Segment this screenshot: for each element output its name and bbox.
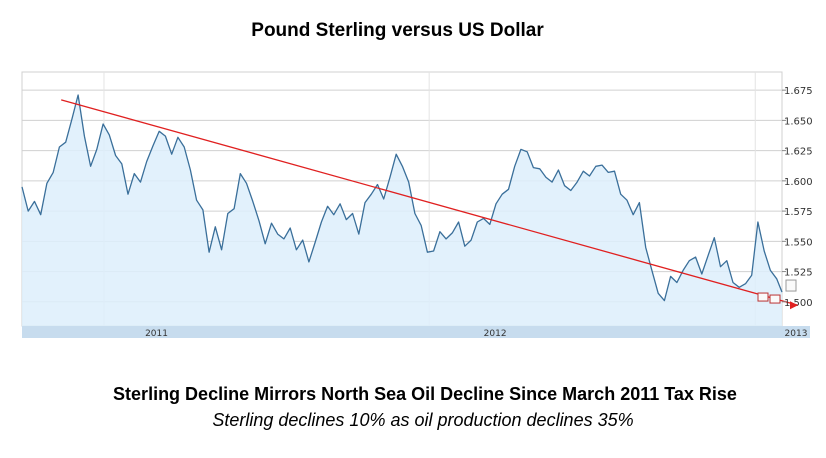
y-tick-label: 1.550 (784, 237, 813, 248)
y-tick-label: 1.500 (784, 298, 813, 309)
marker-icon (757, 292, 769, 302)
y-tick-label: 1.625 (784, 147, 813, 158)
chart-annotation: Sterling declines 10% as oil production … (212, 410, 634, 430)
x-tick-label: 2011 (145, 329, 168, 339)
y-tick-label: 1.600 (784, 177, 813, 188)
trend-line (61, 99, 799, 306)
chart-subtitle: Sterling Decline Mirrors North Sea Oil D… (113, 384, 737, 404)
chart-corner-icons (757, 279, 797, 304)
chart-title: Pound Sterling versus US Dollar (251, 20, 544, 41)
y-axis-ticks: 1.675 1.650 1.625 1.600 1.575 1.550 1.525 1.500 (782, 86, 813, 309)
y-tick-label: 1.675 (784, 86, 813, 97)
x-axis-band-bg (22, 326, 810, 338)
chart-area: 1.675 1.650 1.625 1.600 1.575 1.550 1.525 1.500… (0, 70, 826, 345)
x-axis-band (22, 326, 810, 338)
marker-icon (769, 294, 781, 304)
line-chart: 1.675 1.650 1.625 1.600 1.575 1.550 1.525 1.500… (21, 71, 813, 339)
zoom-control-icon (785, 279, 797, 292)
x-tick-label: 2013 (785, 329, 808, 339)
series-area (22, 95, 782, 326)
trend-arrowhead (790, 301, 798, 310)
x-tick-label: 2012 (484, 329, 507, 339)
y-tick-label: 1.525 (784, 268, 813, 279)
y-tick-label: 1.575 (784, 207, 813, 218)
series-line (21, 94, 783, 302)
y-tick-label: 1.650 (784, 116, 813, 127)
x-axis-ticks: 2011 2012 2013 (145, 329, 807, 339)
